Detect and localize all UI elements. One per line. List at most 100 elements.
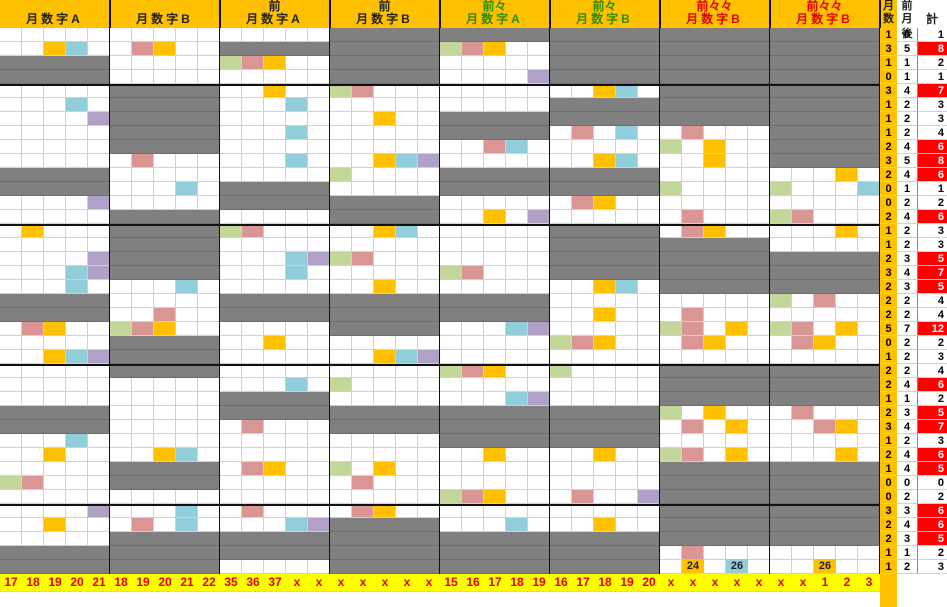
grid-cell[interactable] (0, 266, 22, 280)
grid-cell[interactable] (220, 28, 242, 42)
highlighted-cell[interactable] (704, 224, 726, 238)
highlighted-cell[interactable] (154, 322, 176, 336)
prev-month-value[interactable]: 1 (897, 56, 917, 70)
highlighted-cell[interactable] (44, 350, 66, 364)
highlighted-cell[interactable] (176, 518, 198, 532)
grid-cell[interactable] (506, 210, 528, 224)
highlighted-cell[interactable] (814, 294, 836, 308)
grid-cell[interactable] (88, 322, 110, 336)
grid-cell[interactable] (484, 322, 506, 336)
grid-cell[interactable] (22, 392, 44, 406)
highlighted-cell[interactable] (374, 350, 396, 364)
grid-cell[interactable] (528, 42, 550, 56)
footer-value[interactable]: 36 (246, 575, 260, 589)
total-value[interactable]: 1 (917, 182, 947, 196)
footer-value[interactable]: 35 (224, 575, 238, 589)
month-count-value[interactable]: 3 (880, 42, 897, 56)
grid-cell[interactable] (198, 42, 220, 56)
footer-value[interactable]: x (337, 575, 345, 589)
highlighted-cell[interactable] (616, 280, 638, 294)
grid-cell[interactable] (594, 140, 616, 154)
total-value[interactable]: 2 (917, 546, 947, 560)
column-group-header[interactable]: 月数字A (0, 0, 110, 28)
grid-cell[interactable] (286, 462, 308, 476)
grid-cell[interactable] (66, 210, 88, 224)
prev-month-value[interactable]: 2 (897, 350, 917, 364)
grid-cell[interactable] (220, 504, 242, 518)
prev-month-value[interactable]: 5 (897, 42, 917, 56)
footer-value[interactable]: 15 (444, 575, 458, 589)
grid-cell[interactable] (44, 28, 66, 42)
grid-cell[interactable] (22, 28, 44, 42)
grid-cell[interactable] (286, 476, 308, 490)
grid-cell[interactable] (198, 490, 220, 504)
month-count-value[interactable]: 1 (880, 434, 897, 448)
grid-cell[interactable] (264, 252, 286, 266)
grid-cell[interactable] (550, 462, 572, 476)
highlighted-cell[interactable] (264, 462, 286, 476)
grid-cell[interactable] (660, 546, 682, 560)
highlighted-cell[interactable] (726, 322, 748, 336)
highlighted-cell[interactable] (682, 420, 704, 434)
highlighted-cell[interactable] (484, 210, 506, 224)
grid-cell[interactable] (88, 476, 110, 490)
grid-cell[interactable] (44, 238, 66, 252)
grid-cell[interactable] (264, 434, 286, 448)
grid-cell[interactable] (286, 434, 308, 448)
grid-cell[interactable] (264, 350, 286, 364)
grid-cell[interactable] (726, 182, 748, 196)
grid-cell[interactable] (22, 350, 44, 364)
grid-cell[interactable] (286, 448, 308, 462)
highlighted-cell[interactable] (682, 322, 704, 336)
highlighted-cell[interactable] (44, 518, 66, 532)
grid-cell[interactable] (22, 504, 44, 518)
grid-cell[interactable] (506, 364, 528, 378)
grid-cell[interactable] (110, 378, 132, 392)
grid-cell[interactable] (616, 518, 638, 532)
grid-cell[interactable] (374, 140, 396, 154)
highlighted-cell[interactable] (374, 280, 396, 294)
month-count-header[interactable]: 月数 (880, 0, 897, 28)
grid-cell[interactable] (308, 322, 330, 336)
prev-month-value[interactable]: 2 (897, 560, 917, 574)
month-count-value[interactable]: 1 (880, 56, 897, 70)
highlighted-cell[interactable] (352, 84, 374, 98)
highlighted-cell[interactable] (616, 154, 638, 168)
month-count-value[interactable]: 2 (880, 140, 897, 154)
highlighted-cell[interactable] (66, 280, 88, 294)
highlighted-cell[interactable] (88, 350, 110, 364)
grid-cell[interactable] (462, 98, 484, 112)
grid-cell[interactable] (528, 518, 550, 532)
grid-cell[interactable] (748, 448, 770, 462)
prev-month-value[interactable]: 5 (897, 154, 917, 168)
highlighted-cell[interactable] (660, 406, 682, 420)
grid-cell[interactable] (374, 448, 396, 462)
highlighted-cell[interactable] (462, 364, 484, 378)
grid-cell[interactable] (748, 336, 770, 350)
grid-cell[interactable] (418, 504, 440, 518)
grid-cell[interactable] (814, 448, 836, 462)
prev-month-value[interactable]: 4 (897, 84, 917, 98)
grid-cell[interactable] (88, 210, 110, 224)
grid-cell[interactable] (132, 448, 154, 462)
grid-cell[interactable] (396, 504, 418, 518)
highlighted-cell[interactable] (814, 336, 836, 350)
total-value[interactable]: 2 (917, 392, 947, 406)
column-group-header[interactable]: 前々々 月数字B (660, 0, 770, 28)
grid-cell[interactable] (220, 560, 242, 574)
grid-cell[interactable] (22, 280, 44, 294)
grid-cell[interactable] (462, 322, 484, 336)
highlighted-cell[interactable] (286, 126, 308, 140)
grid-cell[interactable] (374, 84, 396, 98)
grid-cell[interactable] (748, 126, 770, 140)
grid-cell[interactable] (0, 336, 22, 350)
grid-cell[interactable] (396, 392, 418, 406)
highlighted-cell[interactable] (88, 266, 110, 280)
month-count-value[interactable]: 1 (880, 224, 897, 238)
grid-cell[interactable] (704, 210, 726, 224)
grid-cell[interactable] (330, 224, 352, 238)
highlighted-cell[interactable] (176, 504, 198, 518)
highlighted-cell[interactable] (682, 546, 704, 560)
grid-cell[interactable] (418, 476, 440, 490)
grid-cell[interactable] (418, 252, 440, 266)
